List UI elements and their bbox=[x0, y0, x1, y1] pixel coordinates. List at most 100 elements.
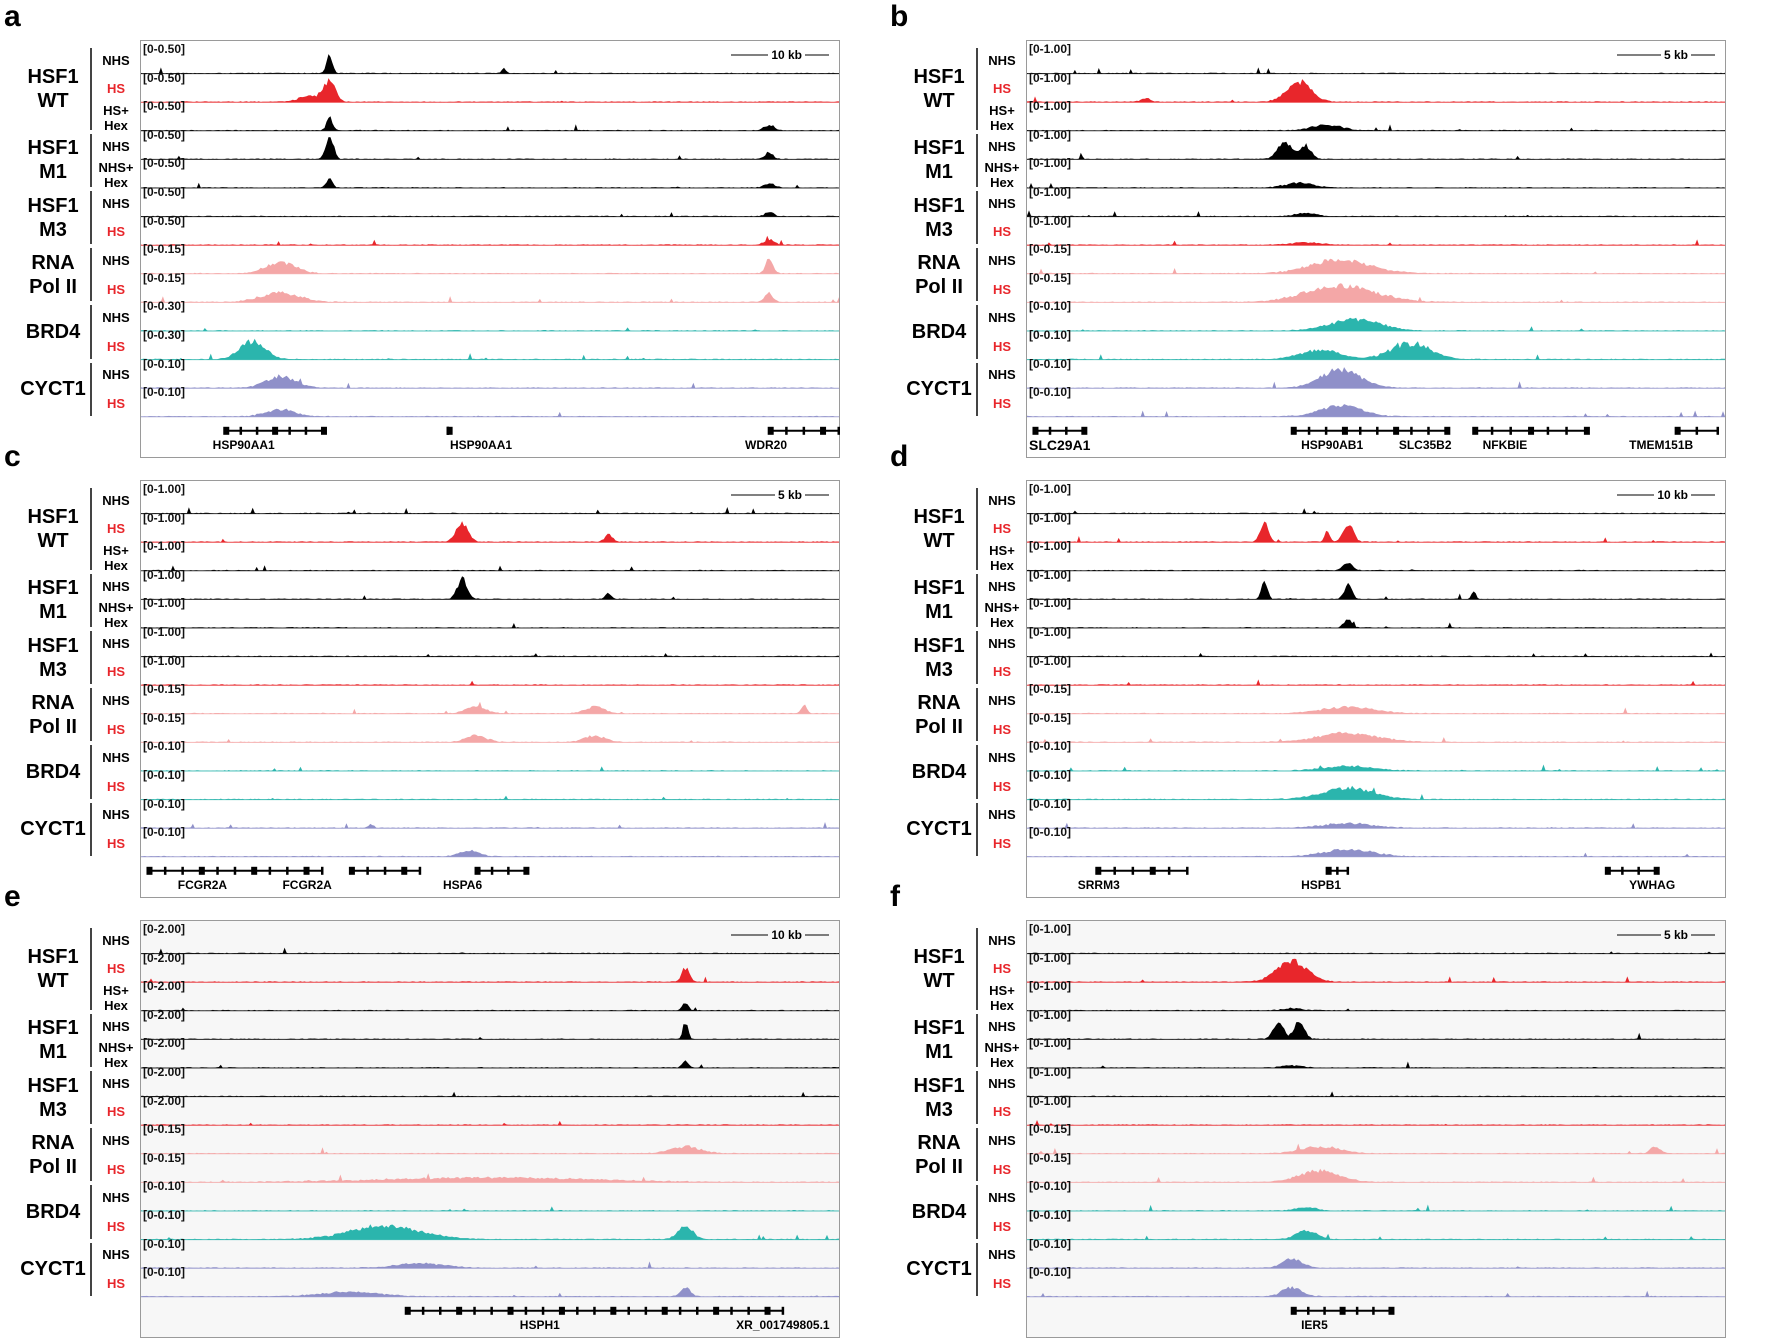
gene-exon bbox=[303, 866, 310, 875]
gene-label: IER5 bbox=[1301, 1317, 1328, 1332]
track-group-label: HSF1 WT bbox=[27, 505, 79, 552]
panel-a: a HSF1 WT NHS HS HS+ Hex HSF1 M1 NHS NHS+ Hex HS… bbox=[0, 0, 886, 458]
gene-exon bbox=[1167, 866, 1171, 875]
track-range-label: [0-1.00] bbox=[1029, 539, 1072, 554]
track-group-label: CYCT1 bbox=[906, 818, 972, 841]
gene-exon bbox=[1490, 426, 1494, 435]
group-bracket bbox=[90, 248, 92, 302]
track-range-label: [0-0.50] bbox=[143, 42, 186, 56]
track-group-label: HSF1 WT bbox=[913, 945, 965, 992]
group-bracket bbox=[976, 1071, 978, 1125]
condition-label: NHS bbox=[988, 138, 1016, 154]
gene-exon bbox=[1336, 866, 1339, 875]
condition-label: HS bbox=[992, 664, 1012, 680]
gene-exon bbox=[1324, 426, 1328, 435]
condition-label: HS bbox=[106, 961, 126, 977]
gene-exon bbox=[1065, 426, 1068, 435]
signal-track bbox=[141, 623, 839, 628]
track-group-label: HSF1 M3 bbox=[913, 634, 965, 681]
group-bracket bbox=[90, 928, 92, 1010]
gene-exon bbox=[1081, 426, 1088, 435]
gene-label: HSPH1 bbox=[519, 1317, 560, 1332]
gene-exon bbox=[401, 866, 408, 875]
track-range-label: [0-0.10] bbox=[143, 385, 186, 400]
signal-track bbox=[141, 507, 839, 514]
scale-bar-label: 10 kb bbox=[1654, 489, 1691, 501]
signal-track bbox=[141, 1261, 839, 1269]
group-bracket bbox=[976, 1128, 978, 1182]
signal-track bbox=[141, 1003, 839, 1011]
condition-label: HS+ Hex bbox=[989, 102, 1015, 133]
condition-label: NHS+ Hex bbox=[984, 159, 1020, 190]
genome-browser-tracks: [0-1.00] [0-1.00] [0-1.00] [0-1.00] [0-1.00]… bbox=[1026, 480, 1726, 898]
gene-exon bbox=[1290, 1306, 1297, 1315]
gene-exon bbox=[268, 866, 272, 875]
gene-exon bbox=[421, 1306, 425, 1315]
track-group-label: HSF1 WT bbox=[27, 945, 79, 992]
condition-label: HS bbox=[992, 1161, 1012, 1177]
group-bracket bbox=[976, 305, 978, 359]
condition-label: HS bbox=[992, 81, 1012, 97]
condition-label: NHS bbox=[102, 578, 130, 594]
group-bracket bbox=[976, 573, 978, 627]
signal-track bbox=[141, 1287, 839, 1297]
gene-exon bbox=[661, 1306, 668, 1315]
signal-track bbox=[141, 701, 839, 714]
group-bracket bbox=[90, 745, 92, 799]
condition-label: HS+ Hex bbox=[989, 982, 1015, 1013]
panel-letter: a bbox=[4, 0, 21, 33]
gene-label: HSPA6 bbox=[443, 877, 483, 892]
track-group-label: HSF1 M1 bbox=[27, 577, 79, 624]
condition-label: NHS bbox=[102, 1133, 130, 1148]
track-range-label: [0-0.15] bbox=[1029, 270, 1072, 285]
track-range-label: [0-0.10] bbox=[1029, 1179, 1072, 1194]
track-group-label: CYCT1 bbox=[20, 818, 86, 841]
gene-exon bbox=[1393, 426, 1400, 435]
track-range-label: [0-1.00] bbox=[1029, 99, 1072, 114]
gene-exon bbox=[1410, 426, 1413, 435]
genome-browser-tracks: [0-1.00] [0-1.00] [0-1.00] [0-1.00] [0-1.00]… bbox=[1026, 40, 1726, 458]
gene-exon bbox=[198, 866, 205, 875]
track-range-label: [0-0.15] bbox=[143, 270, 186, 285]
condition-label: NHS bbox=[988, 1247, 1016, 1263]
signal-track bbox=[141, 521, 839, 543]
group-bracket bbox=[976, 1185, 978, 1239]
track-range-label: [0-0.10] bbox=[1029, 739, 1072, 754]
gene-exon bbox=[320, 426, 327, 435]
track-range-label: [0-0.15] bbox=[1029, 710, 1072, 725]
condition-label: HS+ Hex bbox=[103, 982, 129, 1013]
gene-exon bbox=[1355, 1306, 1359, 1315]
track-group-label: HSF1 M1 bbox=[913, 1017, 965, 1064]
track-range-label: [0-1.00] bbox=[143, 482, 186, 496]
track-range-label: [0-0.10] bbox=[143, 356, 186, 371]
gene-exon bbox=[695, 1306, 699, 1315]
condition-label: NHS bbox=[988, 750, 1016, 766]
gene-exon bbox=[802, 426, 806, 435]
condition-label: HS bbox=[106, 224, 126, 240]
gene-label: SRRM3 bbox=[1077, 877, 1120, 892]
signal-track bbox=[1027, 317, 1725, 331]
track-group-label: CYCT1 bbox=[20, 378, 86, 401]
track-group-label: BRD4 bbox=[25, 321, 81, 343]
condition-label: NHS bbox=[102, 932, 130, 948]
track-range-label: [0-1.00] bbox=[1029, 70, 1072, 85]
genome-browser-tracks: [0-1.00] [0-1.00] [0-1.00] [0-1.00] [0-1.00]… bbox=[1026, 920, 1726, 1338]
scale-bar-label: 5 kb bbox=[1660, 49, 1691, 61]
signal-track bbox=[1027, 785, 1725, 800]
signal-track bbox=[1027, 1168, 1725, 1183]
track-range-label: [0-0.10] bbox=[1029, 1265, 1072, 1280]
gene-exon bbox=[713, 1306, 720, 1315]
track-range-label: [0-0.10] bbox=[1029, 356, 1072, 371]
gene-exon bbox=[1621, 866, 1624, 875]
condition-label: NHS bbox=[988, 1133, 1016, 1148]
gene-exon bbox=[1339, 1306, 1346, 1315]
gene-exon bbox=[1695, 426, 1699, 435]
gene-exon bbox=[781, 1306, 785, 1315]
signal-track bbox=[141, 766, 839, 771]
gene-exon bbox=[627, 1306, 630, 1315]
panel-letter: c bbox=[4, 440, 21, 473]
gene-exon bbox=[1528, 426, 1535, 435]
track-group-label: BRD4 bbox=[25, 1201, 81, 1223]
group-bracket bbox=[90, 362, 92, 416]
condition-label: HS bbox=[992, 836, 1012, 851]
